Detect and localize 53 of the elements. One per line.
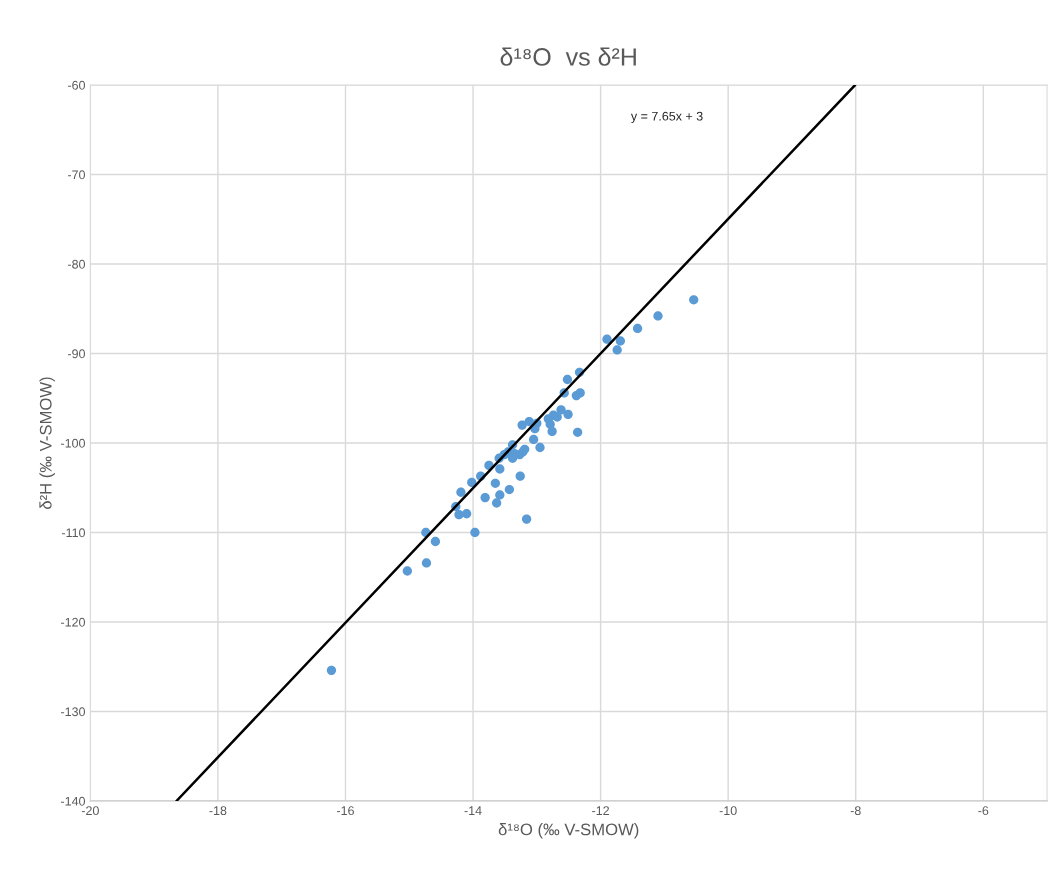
point — [615, 336, 626, 346]
point — [326, 665, 337, 676]
x-tick-label: -16 — [337, 806, 354, 816]
point — [528, 434, 539, 445]
annotation: y = 7.65x + 3 — [630, 111, 703, 124]
y-tick-label: -100 — [61, 438, 86, 448]
point — [491, 498, 502, 508]
point — [430, 536, 441, 547]
y-tick-label: -140 — [61, 796, 86, 806]
point — [535, 442, 545, 453]
point — [575, 388, 585, 398]
x-tick-label: -14 — [464, 806, 482, 815]
point — [480, 492, 490, 503]
point — [552, 412, 562, 422]
y-tick-label: -60 — [67, 80, 86, 90]
point — [495, 464, 505, 474]
point — [632, 323, 643, 334]
point — [462, 509, 472, 519]
point — [456, 487, 466, 497]
point — [602, 334, 612, 344]
y-tick-label: -80 — [67, 259, 86, 269]
point — [521, 514, 532, 524]
point — [689, 295, 699, 305]
y-tick-label: -90 — [67, 349, 86, 359]
point — [547, 426, 557, 437]
point — [454, 509, 464, 520]
point — [517, 420, 527, 430]
chart-title: δ¹⁸O vs δ²H — [500, 47, 636, 66]
point — [490, 478, 501, 488]
point — [421, 558, 432, 568]
point — [495, 490, 505, 500]
x-axis-title: δ¹⁸O (‰ V-SMOW) — [498, 823, 639, 839]
point — [402, 566, 412, 576]
point — [562, 374, 573, 385]
y-tick-label: -70 — [67, 170, 86, 180]
x-tick-label: -12 — [592, 806, 609, 815]
point — [572, 427, 583, 437]
x-tick-label: -8 — [850, 806, 861, 816]
y-axis-title: δ²H (‰ V-SMOW) — [39, 377, 55, 509]
x-tick-label: -18 — [209, 806, 227, 816]
x-tick-label: -10 — [719, 806, 737, 816]
point — [515, 471, 525, 481]
x-tick-label: -20 — [81, 806, 99, 816]
point — [612, 345, 622, 355]
y-tick-label: -130 — [61, 707, 86, 717]
x-tick-label: -6 — [978, 806, 989, 816]
point — [470, 527, 480, 538]
point — [653, 311, 663, 321]
point — [563, 409, 573, 420]
y-tick-label: -120 — [61, 617, 86, 627]
y-tick-label: -110 — [61, 528, 86, 538]
point — [504, 484, 515, 495]
point — [467, 477, 477, 488]
